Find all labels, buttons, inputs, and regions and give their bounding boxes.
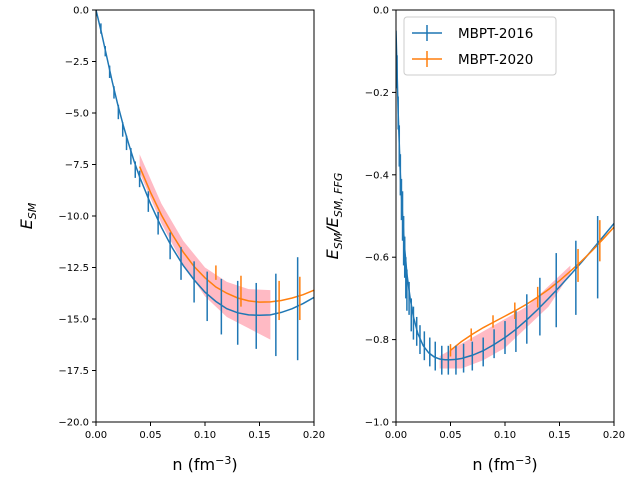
- left-panel-energy: 0.00 0.05 0.10 0.15 0.20 0.0 −2.5 −5.0 −7.5 −10.0…: [17, 6, 325, 475]
- x-tick-label: 0.20: [303, 430, 325, 441]
- x-axis-label: n (fm−3): [172, 454, 237, 474]
- legend-box: [403, 16, 557, 76]
- y-tick-label: −1.0: [365, 418, 389, 429]
- y-tick-label: −0.8: [365, 335, 389, 346]
- y-tick-label: 0.0: [73, 6, 89, 17]
- x-tick-label: 0.20: [603, 430, 625, 441]
- series-line-mbpt-2020: [138, 166, 314, 303]
- x-tick-label: 0.05: [139, 430, 161, 441]
- x-tick-label: 0.00: [385, 430, 407, 441]
- y-tick-label: −20.0: [58, 418, 89, 429]
- x-tick-label: 0.10: [194, 430, 216, 441]
- x-axis-label: n (fm−3): [472, 454, 537, 474]
- legend: MBPT-2016 MBPT-2020: [403, 16, 557, 76]
- y-tick-label: −17.5: [58, 366, 89, 377]
- y-tick-label: −2.5: [65, 57, 89, 68]
- x-tick-label: 0.00: [85, 430, 107, 441]
- plot-area: [96, 10, 314, 361]
- y-axis-label: ESM: [17, 202, 39, 229]
- y-tick-label: −5.0: [65, 109, 89, 120]
- legend-label: MBPT-2016: [458, 26, 533, 42]
- y-tick-label: 0.0: [373, 6, 389, 17]
- series-line-mbpt-2020: [450, 226, 614, 351]
- x-tick-label: 0.15: [548, 430, 570, 441]
- plot-area: [396, 30, 614, 375]
- legend-label: MBPT-2020: [458, 52, 533, 68]
- y-tick-label: −0.2: [365, 88, 389, 99]
- y-tick-label: −0.6: [365, 253, 389, 264]
- y-tick-label: −15.0: [58, 315, 89, 326]
- x-tick-label: 0.10: [494, 430, 516, 441]
- x-tick-label: 0.05: [439, 430, 461, 441]
- y-tick-label: −12.5: [58, 263, 89, 274]
- y-tick-label: −7.5: [65, 160, 89, 171]
- y-tick-label: −10.0: [58, 212, 89, 223]
- right-panel-ratio: 0.00 0.05 0.10 0.15 0.20 0.0 −0.2 −0.4 −0.6 −0.8 −…: [323, 6, 625, 475]
- y-axis-label: ESM/ESM, FFG: [323, 173, 345, 260]
- y-tick-label: −0.4: [365, 170, 389, 181]
- x-tick-label: 0.15: [248, 430, 270, 441]
